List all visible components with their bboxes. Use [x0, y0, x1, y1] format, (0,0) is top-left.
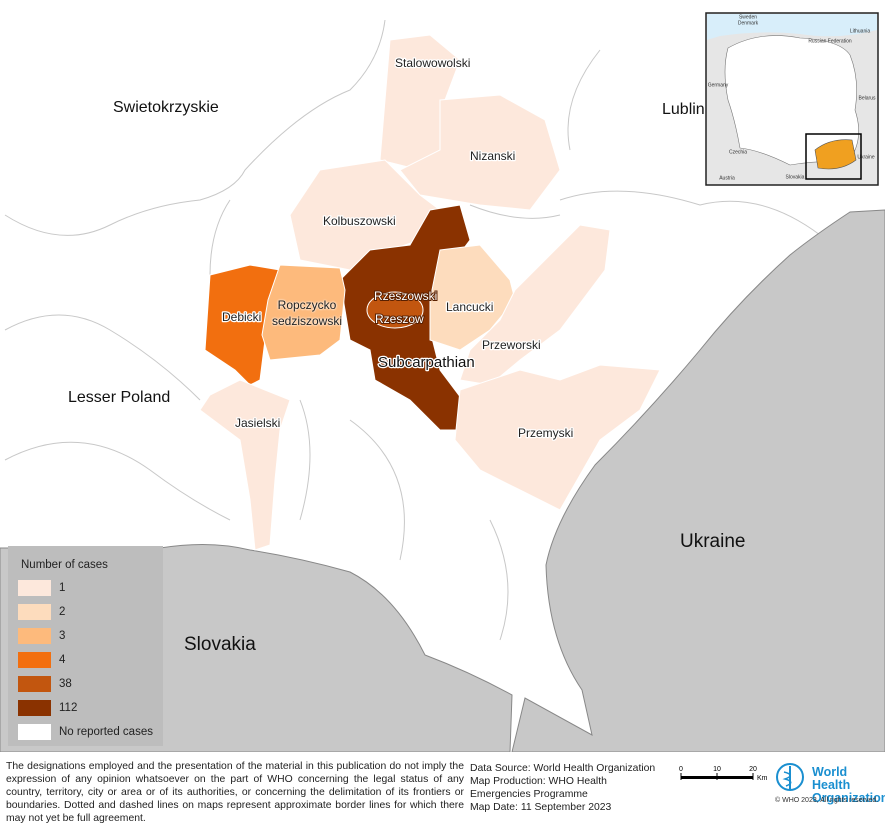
legend-title: Number of cases [21, 559, 108, 571]
inset-label: Sweden [739, 14, 757, 20]
scale-tick-label: 10 [713, 766, 721, 773]
region-label: Lublin [662, 101, 705, 118]
district [366, 291, 424, 329]
scale-tick-label: 0 [679, 766, 683, 773]
district-label: Rzeszowski [374, 289, 437, 303]
inset-label: Ukraine [857, 154, 874, 160]
legend-swatch [18, 580, 51, 596]
legend-swatch [18, 676, 51, 692]
region-label: Lesser Poland [68, 389, 170, 406]
district [289, 159, 441, 271]
legend-label: 1 [59, 582, 65, 594]
scale-unit: Km [757, 775, 768, 782]
legend: Number of cases 1 2 3 4 38 112 No reported cas… [8, 546, 163, 746]
inset-map: Sweden Denmark Lithuania Russian Federat… [705, 12, 879, 186]
inset-label: Denmark [738, 20, 759, 26]
legend-label: 2 [59, 606, 65, 618]
district-label: Stalowowolski [395, 56, 470, 70]
district-label: Rzeszow [375, 312, 424, 326]
inset-label: Czechia [729, 149, 747, 155]
district [199, 379, 291, 551]
inset-label: Lithuania [850, 28, 871, 34]
country-label: Slovakia [184, 634, 256, 655]
scale-tick-label: 20 [749, 766, 757, 773]
district-label: Jasielski [235, 416, 280, 430]
district-label: Lancucki [446, 300, 493, 314]
legend-label: 112 [59, 702, 77, 714]
ukraine-area [511, 209, 885, 752]
inset-label: Germany [708, 82, 729, 88]
district [459, 224, 611, 386]
district [454, 364, 661, 511]
legend-swatch [18, 652, 51, 668]
inset-label: Slovakia [786, 174, 805, 180]
district [261, 264, 346, 361]
region-label: Swietokrzyskie [113, 99, 219, 116]
source-line: Map Production: WHO Health Emergencies P… [470, 776, 607, 800]
legend-label: 3 [59, 630, 65, 642]
who-emblem [776, 763, 804, 791]
district [204, 264, 281, 386]
district-label: Przemyski [518, 426, 573, 440]
legend-swatch [18, 700, 51, 716]
disclaimer: The designations employed and the presen… [6, 761, 464, 824]
who-logo-text: World Health Organization [812, 765, 885, 805]
district-label: Kolbuszowski [323, 214, 396, 228]
source-line: Data Source: World Health Organization [470, 763, 656, 774]
province-label: Subcarpathian [378, 354, 475, 371]
legend-swatch [18, 604, 51, 620]
copyright: © WHO 2023, All rights reserved. [775, 797, 879, 804]
source-line: Map Date: 11 September 2023 [470, 802, 612, 813]
borders [4, 19, 821, 641]
district-label: Ropczycko sedziszowski [271, 298, 343, 328]
legend-swatch [18, 724, 51, 740]
district [399, 94, 561, 211]
inset-label: Austria [719, 175, 735, 181]
inset-label: Russian Federation [808, 38, 852, 44]
map: Swietokrzyskie Lublin Lesser Poland Ukra… [0, 12, 885, 752]
inset-label: Belarus [859, 95, 876, 101]
country-label: Ukraine [680, 531, 745, 552]
district-label: Nizanski [470, 149, 515, 163]
district-label: Przeworski [482, 338, 541, 352]
legend-label: No reported cases [59, 726, 153, 738]
legend-label: 38 [59, 678, 72, 690]
district-label: Debicki [222, 310, 261, 324]
legend-swatch [18, 628, 51, 644]
legend-label: 4 [59, 654, 66, 666]
